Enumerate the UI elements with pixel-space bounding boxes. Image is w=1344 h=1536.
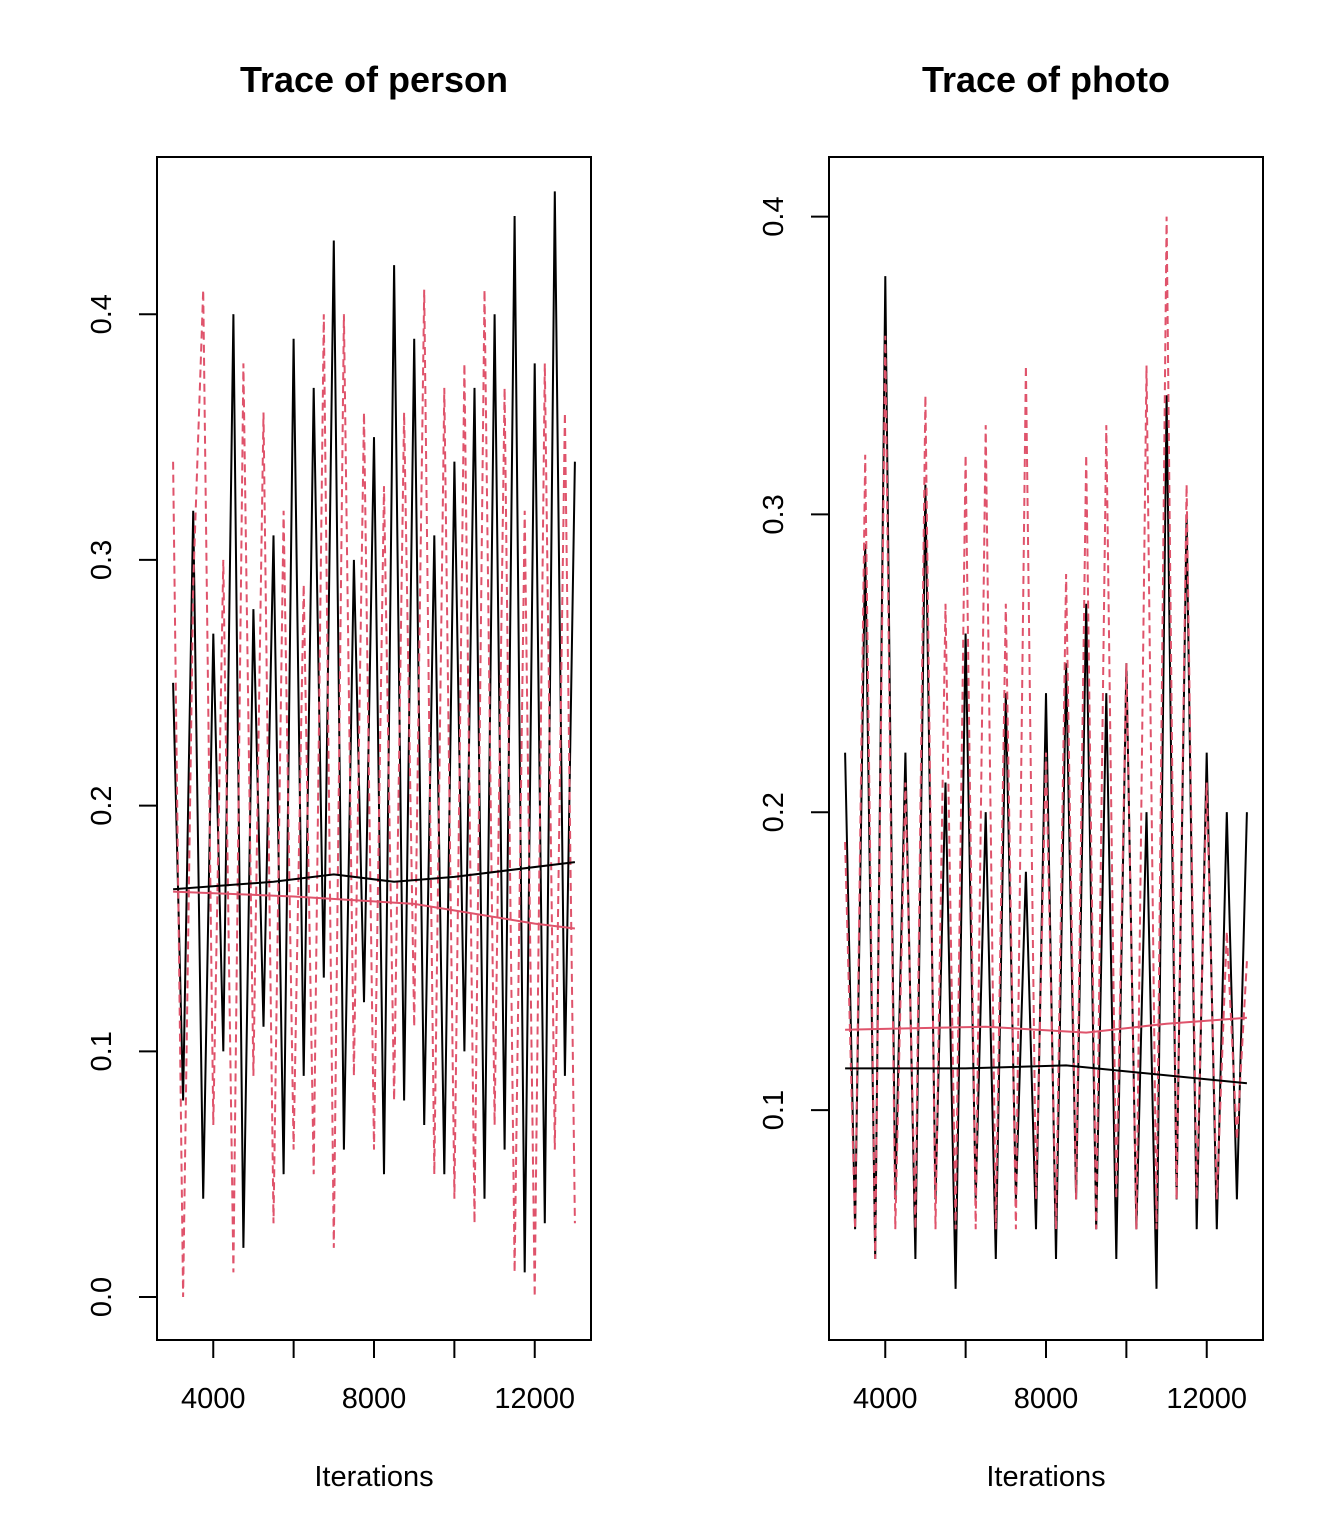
y-tick-label: 0.3 — [758, 494, 790, 534]
x-tick-label: 8000 — [342, 1383, 407, 1415]
series-2-smooth-line — [173, 890, 576, 930]
panel-trace-of-person: Trace of person Iterations 4000 8000 12000… — [86, 59, 592, 1493]
chart-title: Trace of photo — [922, 59, 1170, 100]
y-tick-label: 0.0 — [86, 1277, 118, 1317]
x-axis-label: Iterations — [986, 1461, 1105, 1493]
series-1-trace-line — [172, 191, 576, 1273]
x-tick-label: 8000 — [1014, 1383, 1079, 1415]
y-tick-label: 0.1 — [758, 1090, 790, 1130]
series-1-smooth-line — [845, 1064, 1247, 1085]
x-tick-label: 12000 — [1166, 1383, 1247, 1415]
panel-trace-of-photo: Trace of photo Iterations 4000 8000 12000 0… — [758, 59, 1264, 1493]
y-tick-label: 0.2 — [86, 785, 118, 825]
y-tick-label: 0.3 — [86, 540, 118, 580]
y-tick-label: 0.4 — [86, 294, 118, 334]
chart-title: Trace of person — [240, 59, 508, 100]
x-tick-label: 4000 — [853, 1383, 918, 1415]
series-2-smooth-line — [845, 1016, 1247, 1034]
series-2-trace-line — [844, 216, 1248, 1260]
x-axis-label: Iterations — [314, 1461, 433, 1493]
series-1-smooth-line — [173, 861, 576, 891]
series-2-trace-line — [172, 289, 576, 1298]
y-tick-label: 0.4 — [758, 196, 790, 236]
x-tick-label: 12000 — [494, 1383, 575, 1415]
x-tick-label: 4000 — [181, 1383, 246, 1415]
y-tick-label: 0.2 — [758, 792, 790, 832]
y-tick-label: 0.1 — [86, 1031, 118, 1071]
